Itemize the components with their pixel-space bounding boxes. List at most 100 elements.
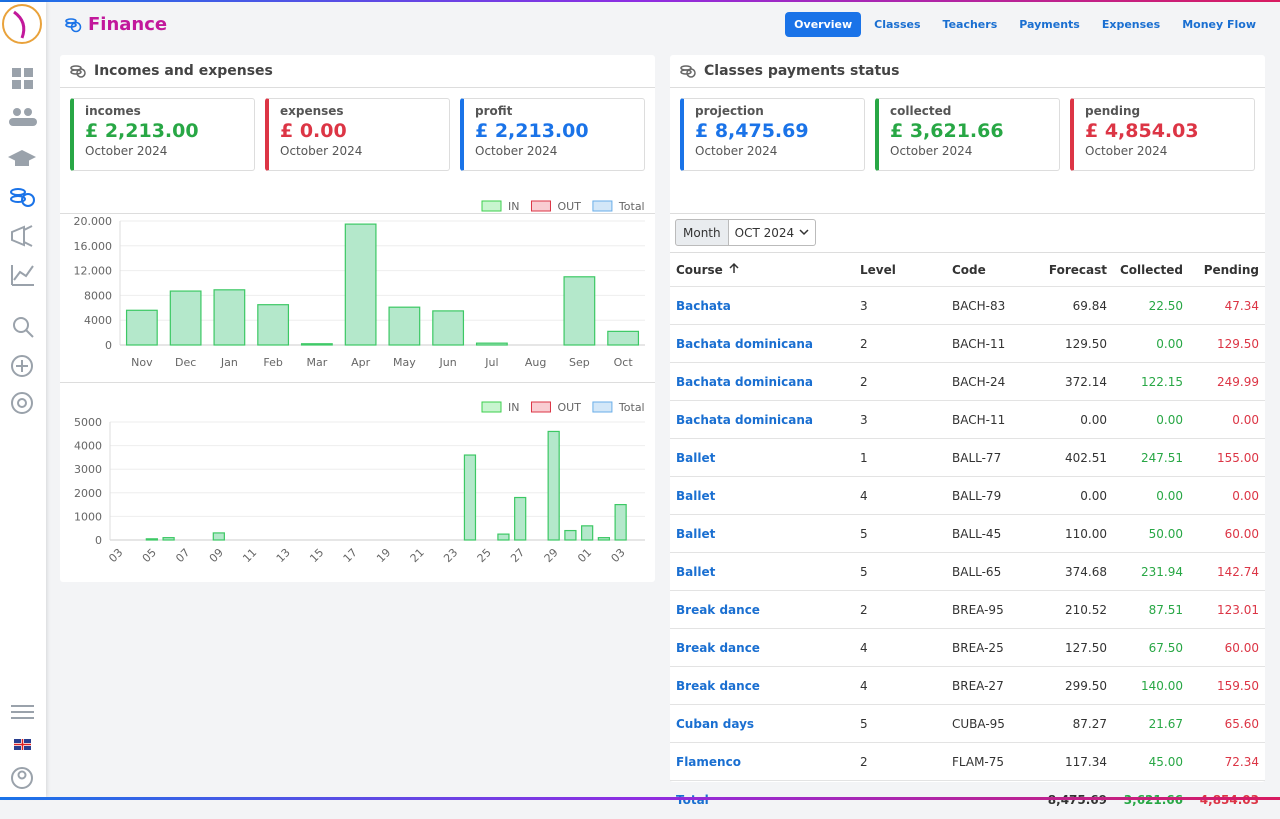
nav-tab[interactable]: Expenses <box>1101 18 1161 31</box>
panel-title: Incomes and expenses <box>94 63 273 79</box>
card-period: October 2024 <box>85 144 168 158</box>
x-tick-label: 13 <box>274 546 293 565</box>
page-title: Finance <box>64 14 167 35</box>
logo[interactable] <box>2 4 42 44</box>
x-tick-label: 03 <box>106 546 125 565</box>
y-tick-label: 8000 <box>84 289 112 302</box>
table-cell: 72.34 <box>1189 742 1265 781</box>
nav-tab[interactable]: Classes <box>874 18 921 31</box>
table-cell: BREA-25 <box>946 628 1032 667</box>
legend-label: IN <box>508 200 519 213</box>
stats-icon[interactable] <box>11 265 34 286</box>
marketing-icon[interactable] <box>11 225 33 247</box>
table-row: Bachata 3 BACH-83 69.84 22.50 47.34 <box>670 286 1265 325</box>
table-cell: 117.34 <box>1032 742 1113 781</box>
tabs: Overview Classes Teachers Payments Expenses M… <box>785 12 1265 37</box>
nav-tab[interactable]: Money Flow <box>1182 18 1256 31</box>
course-link[interactable]: Ballet <box>670 476 854 515</box>
profile-icon[interactable] <box>11 767 33 789</box>
card-label: expenses <box>280 104 344 118</box>
table-cell: 129.50 <box>1189 324 1265 363</box>
y-tick-label: 2000 <box>74 487 102 500</box>
top-border <box>0 0 1280 2</box>
course-link[interactable]: Break dance <box>670 628 854 667</box>
month-select[interactable]: OCT 2024 <box>728 219 817 246</box>
course-link[interactable]: Ballet <box>670 514 854 553</box>
legend-swatch <box>530 200 551 212</box>
table-cell: 60.00 <box>1189 514 1265 553</box>
column-header[interactable]: Forecast <box>1032 252 1113 287</box>
column-title: Code <box>952 262 986 277</box>
table-cell: 4 <box>854 476 946 515</box>
bar <box>257 304 290 346</box>
search-icon[interactable] <box>13 317 29 333</box>
course-link[interactable]: Bachata <box>670 286 854 325</box>
table-row: Ballet 5 BALL-65 374.68 231.94 142.74 <box>670 552 1265 591</box>
nav-tab[interactable]: Payments <box>1019 18 1080 31</box>
card-amount: £ 4,854.03 <box>1085 120 1199 142</box>
bar <box>212 532 225 541</box>
table-cell: 247.51 <box>1113 438 1189 477</box>
language-flag[interactable] <box>14 739 31 750</box>
nav-tab[interactable]: Teachers <box>942 18 998 31</box>
bar <box>344 223 377 346</box>
table-row: Bachata dominicana 3 BACH-11 0.00 0.00 0.00 <box>670 400 1265 439</box>
course-link[interactable]: Bachata dominicana <box>670 400 854 439</box>
legend-label: Total <box>618 200 645 213</box>
add-icon[interactable] <box>11 355 33 377</box>
finance-icon[interactable] <box>10 188 35 207</box>
bottom-border <box>0 797 1280 800</box>
bar <box>581 525 594 541</box>
x-tick-label: Feb <box>263 356 282 369</box>
people-icon[interactable] <box>13 108 21 116</box>
column-title: Forecast <box>1048 262 1107 277</box>
help-icon[interactable] <box>11 392 33 414</box>
x-tick-label: May <box>393 356 416 369</box>
legend-swatch <box>592 401 613 413</box>
column-header[interactable]: Code <box>946 252 1032 287</box>
y-tick-label: 16.000 <box>74 240 113 253</box>
table-cell: 67.50 <box>1113 628 1189 667</box>
course-link[interactable]: Break dance <box>670 666 854 705</box>
table-cell: 2 <box>854 742 946 781</box>
x-tick-label: 09 <box>207 546 226 565</box>
bar <box>213 289 246 346</box>
settings-icon[interactable] <box>11 705 34 719</box>
table-cell: 0.00 <box>1032 476 1113 515</box>
table-cell: 21.67 <box>1113 704 1189 743</box>
card-period: October 2024 <box>475 144 558 158</box>
table-cell: BALL-77 <box>946 438 1032 477</box>
cards: projection £ 8,475.69 October 2024 collecte… <box>670 88 1265 214</box>
table-cell: 3 <box>854 400 946 439</box>
table-cell: 4 <box>854 666 946 705</box>
table-cell: 60.00 <box>1189 628 1265 667</box>
legend-label: OUT <box>557 401 581 414</box>
dashboard-icon[interactable] <box>12 68 21 77</box>
table-cell: BREA-27 <box>946 666 1032 705</box>
course-link[interactable]: Flamenco <box>670 742 854 781</box>
table-cell: 2 <box>854 324 946 363</box>
card-period: October 2024 <box>890 144 973 158</box>
bar <box>300 343 333 346</box>
course-link[interactable]: Ballet <box>670 438 854 477</box>
summary-card: expenses £ 0.00 October 2024 <box>265 98 450 171</box>
course-link[interactable]: Cuban days <box>670 704 854 743</box>
table-cell: 155.00 <box>1189 438 1265 477</box>
column-header[interactable]: Course <box>670 252 854 287</box>
y-tick-label: 4000 <box>84 314 112 327</box>
course-link[interactable]: Bachata dominicana <box>670 362 854 401</box>
x-tick-label: Apr <box>351 356 371 369</box>
header-row: Course Level Code Forecast Collected Pending <box>670 252 1265 287</box>
course-link[interactable]: Bachata dominicana <box>670 324 854 363</box>
nav-tab[interactable]: Overview <box>785 12 862 37</box>
course-link[interactable]: Ballet <box>670 552 854 591</box>
column-header[interactable]: Collected <box>1113 252 1189 287</box>
x-tick-label: 19 <box>374 546 393 565</box>
column-header[interactable]: Pending <box>1189 252 1265 287</box>
card-amount: £ 0.00 <box>280 120 347 142</box>
bar <box>514 496 527 541</box>
y-tick-label: 20.000 <box>74 215 113 228</box>
title-text: Finance <box>88 14 168 35</box>
course-link[interactable]: Break dance <box>670 590 854 629</box>
column-header[interactable]: Level <box>854 252 946 287</box>
